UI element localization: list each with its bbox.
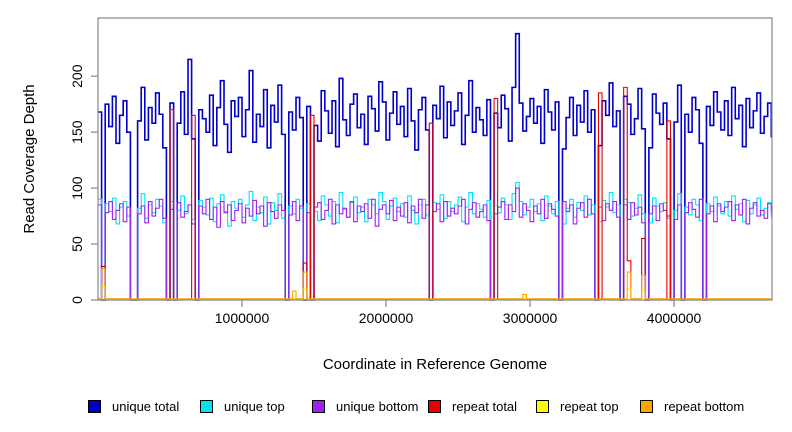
y-tick-label: 100 bbox=[69, 176, 85, 200]
legend-item-unique-bottom: unique bottom bbox=[312, 396, 418, 416]
y-tick-label: 200 bbox=[69, 64, 85, 88]
legend-label: unique bottom bbox=[336, 398, 419, 414]
legend-label: unique top bbox=[224, 398, 285, 414]
y-tick-label: 50 bbox=[69, 236, 85, 252]
legend-label: repeat total bbox=[452, 398, 518, 414]
x-tick-label: 4000000 bbox=[647, 310, 702, 326]
legend-label: repeat top bbox=[560, 398, 619, 414]
plot-border bbox=[97, 17, 773, 301]
legend-swatch-icon bbox=[428, 399, 441, 413]
legend-item-repeat-top: repeat top bbox=[536, 396, 619, 416]
series-line-unique-bottom bbox=[98, 187, 772, 301]
chart-legend: unique total unique top unique bottom repea… bbox=[0, 396, 792, 426]
legend-swatch-icon bbox=[88, 399, 101, 413]
x-tick-label: 3000000 bbox=[503, 310, 558, 326]
coverage-chart: 1000000 2000000 3000000 4000000 0 50 100 150 200… bbox=[21, 17, 773, 373]
y-tick-label: 150 bbox=[69, 120, 85, 144]
legend-item-repeat-total: repeat total bbox=[428, 396, 517, 416]
series-line-repeat-bottom bbox=[98, 268, 772, 300]
axis-layer: 1000000 2000000 3000000 4000000 0 50 100 150 200 bbox=[69, 64, 702, 326]
y-axis-title: Read Coverage Depth bbox=[21, 84, 38, 233]
x-axis-title: Coordinate in Reference Genome bbox=[323, 356, 547, 373]
legend-item-unique-top: unique top bbox=[200, 396, 285, 416]
series-layer bbox=[98, 32, 773, 301]
legend-label: repeat bottom bbox=[664, 398, 745, 414]
legend-swatch-icon bbox=[200, 399, 213, 413]
legend-label: unique total bbox=[112, 398, 180, 414]
y-tick-label: 0 bbox=[69, 296, 85, 304]
legend-item-unique-total: unique total bbox=[88, 396, 179, 416]
legend-swatch-icon bbox=[640, 399, 653, 413]
legend-swatch-icon bbox=[312, 399, 325, 413]
x-tick-label: 1000000 bbox=[215, 310, 270, 326]
legend-item-repeat-bottom: repeat bottom bbox=[640, 396, 744, 416]
legend-swatch-icon bbox=[536, 399, 549, 413]
series-line-unique-total bbox=[98, 32, 773, 301]
x-tick-label: 2000000 bbox=[359, 310, 414, 326]
